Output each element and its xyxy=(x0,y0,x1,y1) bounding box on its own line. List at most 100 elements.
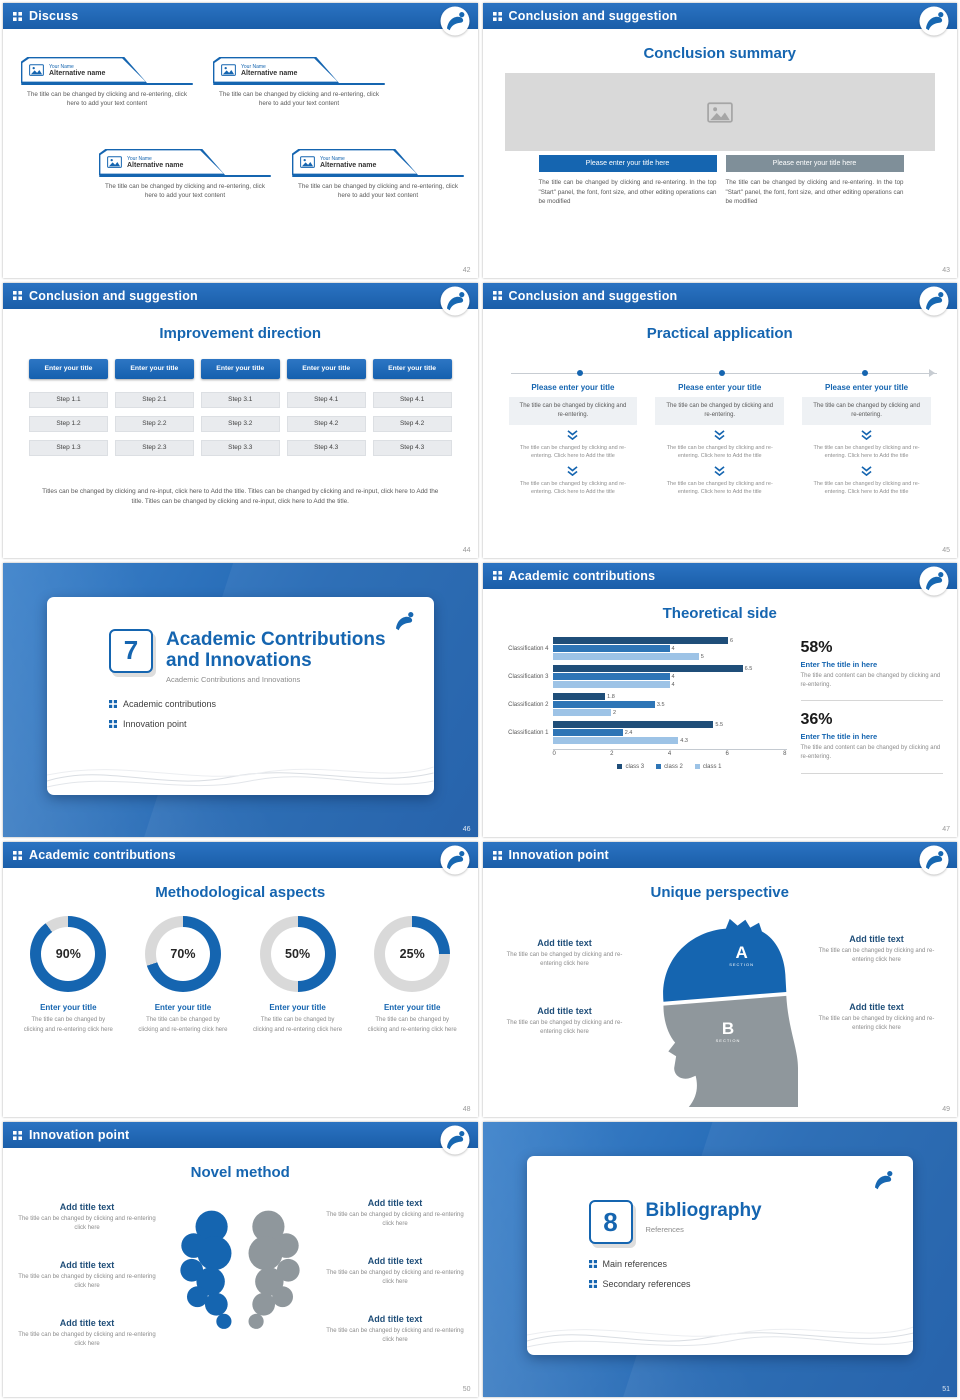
caption-text: The title can be changed by clicking and… xyxy=(538,179,717,206)
bar-chart: Classification 4 6 4 5 Classification 3 6.5 4 4… xyxy=(499,637,787,770)
chevron-down-icon xyxy=(860,430,873,440)
slide-43-conclusion-summary[interactable]: Conclusion and suggestion Conclusion sum… xyxy=(482,3,957,278)
slide-42-discuss[interactable]: Discuss Your Name Alternative name The t… xyxy=(3,3,478,278)
slide-44-improvement-direction[interactable]: Conclusion and suggestion Improvement di… xyxy=(3,282,478,558)
picture-icon xyxy=(221,64,236,76)
column-box-text: The title can be changed by clicking and… xyxy=(655,396,785,425)
bar-value-label: 4 xyxy=(671,681,675,688)
bar-value-label: 5.5 xyxy=(715,721,724,728)
feature-body: The title can be changed by clicking and… xyxy=(506,952,623,968)
folder-card[interactable]: Your Name Alternative name The title can… xyxy=(99,149,271,201)
column-title[interactable]: Please enter your title xyxy=(824,382,909,392)
step-item: Step 3.2 xyxy=(200,415,280,432)
column-title-button[interactable]: Enter your title xyxy=(286,358,366,379)
slide-title: Practical application xyxy=(646,324,793,342)
toc-item-label: Secondary references xyxy=(602,1279,691,1290)
picture-icon xyxy=(29,64,44,76)
slide-header-title: Conclusion and suggestion xyxy=(29,288,198,303)
bar-line: 1.8 xyxy=(552,693,787,701)
donut-percent: 70% xyxy=(170,947,196,962)
bar-line: 6 xyxy=(552,637,787,645)
page-number: 44 xyxy=(462,546,471,554)
bar-line: 2 xyxy=(552,709,787,717)
column-title[interactable]: Please enter your title xyxy=(678,382,762,392)
bar-value-label: 4 xyxy=(671,645,675,652)
chevron-down-icon xyxy=(566,466,579,476)
caption-text: The title can be changed by clicking and… xyxy=(725,179,904,206)
bar-line: 2.4 xyxy=(552,729,787,737)
section-toc: Main references Secondary references xyxy=(589,1259,914,1289)
timeline xyxy=(510,369,937,378)
column-title-button[interactable]: Enter your title xyxy=(114,358,194,379)
feature-title: Add title text xyxy=(537,938,592,949)
step-item: Step 4.3 xyxy=(286,439,366,456)
slide-header-title: Discuss xyxy=(29,9,79,23)
feature-title: Add title text xyxy=(367,1256,423,1267)
slide-header-title: Conclusion and suggestion xyxy=(508,288,678,303)
folder-card[interactable]: Your Name Alternative name The title can… xyxy=(21,57,193,109)
step-item: Step 2.1 xyxy=(114,391,194,408)
title-button-secondary[interactable]: Please enter your title here xyxy=(725,155,904,172)
grid-icon xyxy=(493,12,502,21)
page-number: 49 xyxy=(942,1106,950,1114)
feature-item: Add title text The title can be changed … xyxy=(499,938,631,969)
chart-row: Classification 2 1.8 3.5 2 xyxy=(499,693,787,717)
column-title[interactable]: Please enter your title xyxy=(531,382,615,392)
bar xyxy=(552,637,728,644)
chevron-down-icon xyxy=(713,466,726,476)
step-column: Enter your title Step 4.1 Step 4.2 Step … xyxy=(286,358,366,456)
toc-item[interactable]: Innovation point xyxy=(109,719,434,729)
column-title-button[interactable]: Enter your title xyxy=(29,358,108,379)
column-title-button[interactable]: Enter your title xyxy=(200,358,280,379)
slide-49-unique-perspective[interactable]: Innovation point Unique perspective Add … xyxy=(482,842,957,1118)
timeline-dot xyxy=(719,370,726,377)
donut-ring: 90% xyxy=(30,916,107,993)
slide-46-section-divider[interactable]: 7 Academic Contributions and Innovations … xyxy=(3,562,478,838)
page-number: 47 xyxy=(942,826,950,834)
toc-item-label: Innovation point xyxy=(123,719,187,730)
donut-body: The title can be changed by clicking and… xyxy=(138,1017,228,1033)
slide-45-practical-application[interactable]: Conclusion and suggestion Practical appl… xyxy=(482,282,957,558)
card-owner-label: Your Name xyxy=(49,63,74,70)
brand-logo-icon xyxy=(919,845,949,875)
slide-50-novel-method[interactable]: Innovation point Novel method Add title … xyxy=(3,1122,478,1397)
folder-card[interactable]: Your Name Alternative name The title can… xyxy=(213,57,385,109)
slide-header-title: Innovation point xyxy=(29,1128,130,1143)
step-text: The title can be changed by clicking and… xyxy=(519,480,626,496)
slide-51-section-divider[interactable]: 8 Bibliography References Main reference… xyxy=(482,1122,957,1397)
footer-text: Titles can be changed by clicking and re… xyxy=(42,487,439,506)
page-number: 42 xyxy=(462,266,471,274)
legend-swatch xyxy=(617,764,623,770)
column-title-button[interactable]: Enter your title xyxy=(372,358,452,379)
card-divider xyxy=(99,175,271,177)
slide-47-theoretical-side[interactable]: Academic contributions Theoretical side … xyxy=(482,562,957,838)
feature-title: Add title text xyxy=(537,1006,592,1017)
image-placeholder[interactable] xyxy=(504,73,935,151)
toc-item[interactable]: Main references xyxy=(589,1259,914,1269)
section-card: 7 Academic Contributions and Innovations … xyxy=(47,596,434,796)
axis-tick-label: 8 xyxy=(783,750,787,757)
toc-item[interactable]: Secondary references xyxy=(589,1279,914,1289)
step-text: The title can be changed by clicking and… xyxy=(813,444,920,460)
step-item: Step 3.1 xyxy=(200,391,280,408)
slide-48-methodological-aspects[interactable]: Academic contributions Methodological as… xyxy=(3,842,478,1118)
chart-legend: class 3 class 2 class 1 xyxy=(553,764,787,770)
step-item: Step 1.1 xyxy=(29,391,108,408)
process-column: Please enter your title The title can be… xyxy=(802,383,931,497)
step-item: Step 2.3 xyxy=(114,439,194,456)
step-item: Step 1.2 xyxy=(29,415,108,432)
step-text: The title can be changed by clicking and… xyxy=(666,444,773,460)
legend-item: class 1 xyxy=(694,764,722,770)
title-button-primary[interactable]: Please enter your title here xyxy=(538,155,717,172)
card-body-text: The title can be changed by clicking and… xyxy=(105,183,265,200)
step-item: Step 2.2 xyxy=(114,415,194,432)
donut-percent: 25% xyxy=(399,947,425,962)
toc-item[interactable]: Academic contributions xyxy=(109,699,434,709)
card-body-text: The title can be changed by clicking and… xyxy=(298,183,458,200)
timeline-dot xyxy=(862,370,869,377)
card-name-label: Alternative name xyxy=(320,161,377,169)
folder-card[interactable]: Your Name Alternative name The title can… xyxy=(292,149,464,201)
slide-header-title: Conclusion and suggestion xyxy=(508,9,678,23)
card-divider xyxy=(292,175,464,177)
grid-bullet-icon xyxy=(109,720,117,728)
